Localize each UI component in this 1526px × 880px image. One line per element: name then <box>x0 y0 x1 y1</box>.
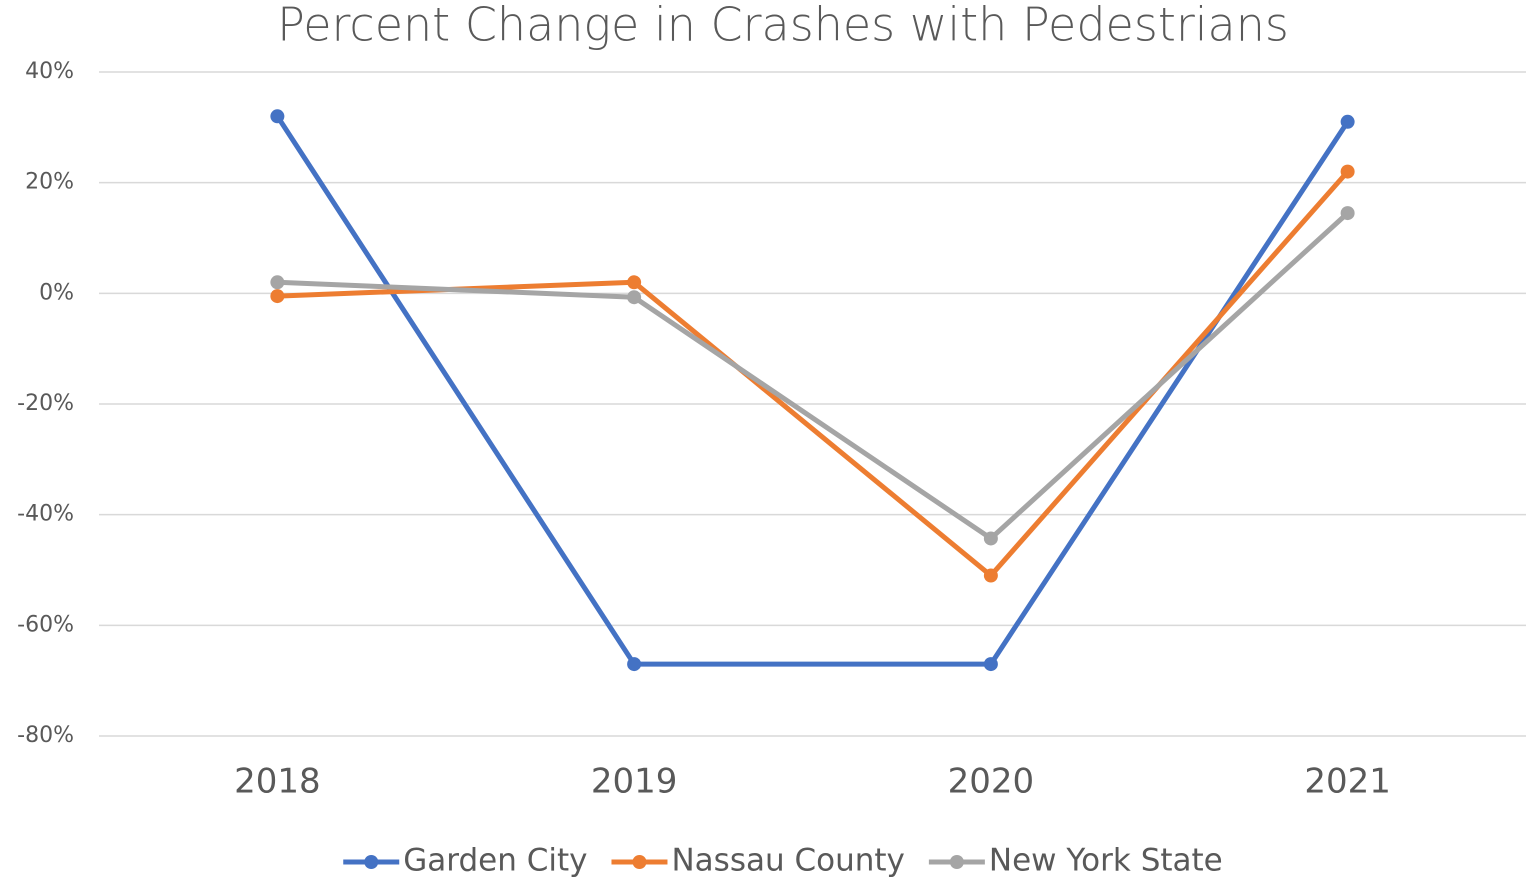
data-point <box>270 109 285 124</box>
legend: Garden City Nassau County New York State <box>343 843 1223 879</box>
data-point <box>627 657 642 672</box>
series-line <box>277 211 1350 541</box>
data-point <box>983 531 998 546</box>
x-tick-label: 2018 <box>234 762 321 802</box>
y-tick-label: 40% <box>25 59 74 84</box>
data-point <box>1340 206 1355 221</box>
data-point <box>627 275 642 290</box>
y-tick-label: -20% <box>17 391 74 416</box>
data-point <box>983 568 998 583</box>
data-point <box>1340 114 1355 129</box>
y-tick-label: 0% <box>39 280 74 305</box>
x-tick-label: 2021 <box>1304 762 1391 802</box>
x-tick-label: 2019 <box>591 762 678 802</box>
data-point <box>270 275 285 290</box>
legend-marker <box>632 855 647 869</box>
series-line <box>275 114 1350 667</box>
y-tick-label: -40% <box>17 502 74 527</box>
data-point <box>627 290 642 305</box>
legend-marker <box>364 855 379 869</box>
chart-title: Percent Change in Crashes with Pedestria… <box>277 0 1289 52</box>
legend-label: New York State <box>989 843 1223 879</box>
y-tick-label: 20% <box>25 170 74 195</box>
y-tick-label: -60% <box>17 612 74 637</box>
data-point <box>1340 164 1355 179</box>
y-tick-label: -80% <box>17 723 74 748</box>
x-tick-label: 2020 <box>948 762 1035 802</box>
legend-marker <box>949 855 964 869</box>
legend-label: Nassau County <box>671 843 904 879</box>
legend-label: Garden City <box>403 843 587 879</box>
data-point <box>983 657 998 672</box>
data-point <box>270 289 285 304</box>
